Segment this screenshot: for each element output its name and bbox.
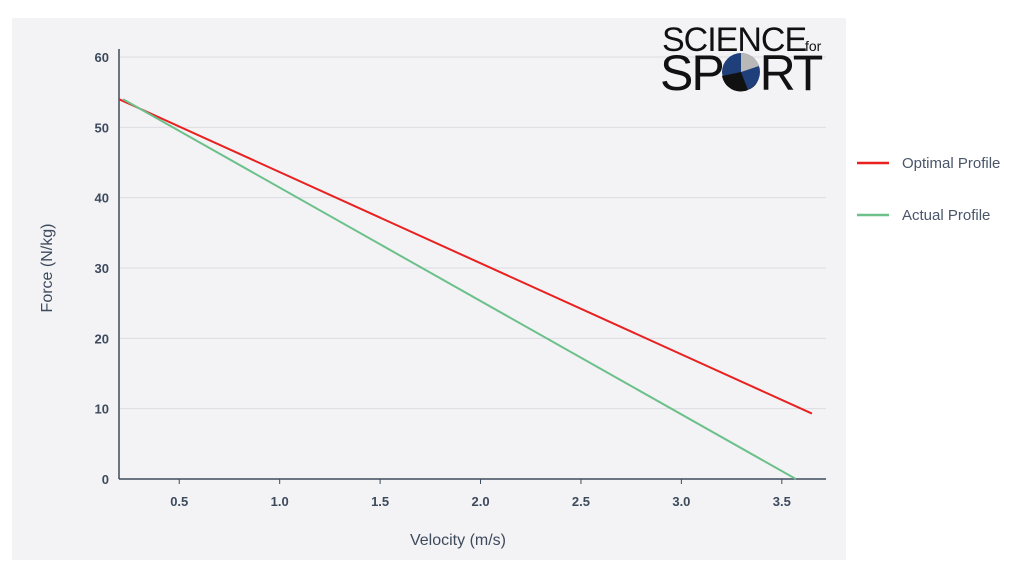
series-line-actual-profile xyxy=(122,98,797,480)
x-tick-label-3.5: 3.5 xyxy=(773,494,791,509)
legend: Optimal Profile Actual Profile xyxy=(857,155,1000,224)
y-axis-title: Force (N/kg) xyxy=(39,224,56,313)
x-tick-labels: 0.5 1.0 1.5 2.0 2.5 3.0 3.5 xyxy=(170,479,791,509)
plot-background xyxy=(12,18,846,560)
legend-label-actual-profile: Actual Profile xyxy=(902,207,990,224)
series-line-optimal-profile xyxy=(118,98,813,415)
y-tick-label-50: 50 xyxy=(95,120,109,135)
y-tick-label-0: 0 xyxy=(102,472,109,487)
y-tick-label-10: 10 xyxy=(95,402,109,417)
science-for-sport-logo: SCIENCE for SPORT xyxy=(660,21,825,101)
y-tick-labels: 0 10 20 30 40 50 60 xyxy=(95,50,109,487)
x-axis-title: Velocity (m/s) xyxy=(410,532,506,549)
logo-line1-small: for xyxy=(805,38,822,54)
x-tick-label-1.5: 1.5 xyxy=(371,494,389,509)
y-tick-label-60: 60 xyxy=(95,50,109,65)
x-tick-label-3.0: 3.0 xyxy=(672,494,690,509)
x-tick-label-0.5: 0.5 xyxy=(170,494,188,509)
y-tick-label-40: 40 xyxy=(95,191,109,206)
x-tick-label-2.0: 2.0 xyxy=(471,494,489,509)
y-tick-label-20: 20 xyxy=(95,331,109,346)
legend-label-optimal-profile: Optimal Profile xyxy=(902,155,1000,172)
x-tick-label-1.0: 1.0 xyxy=(271,494,289,509)
logo-line1: SCIENCE xyxy=(662,21,806,59)
series-lines xyxy=(118,98,813,480)
ball-icon xyxy=(722,53,760,92)
gridlines xyxy=(119,56,826,410)
axes xyxy=(118,49,826,480)
x-tick-label-2.5: 2.5 xyxy=(572,494,590,509)
y-tick-label-30: 30 xyxy=(95,261,109,276)
